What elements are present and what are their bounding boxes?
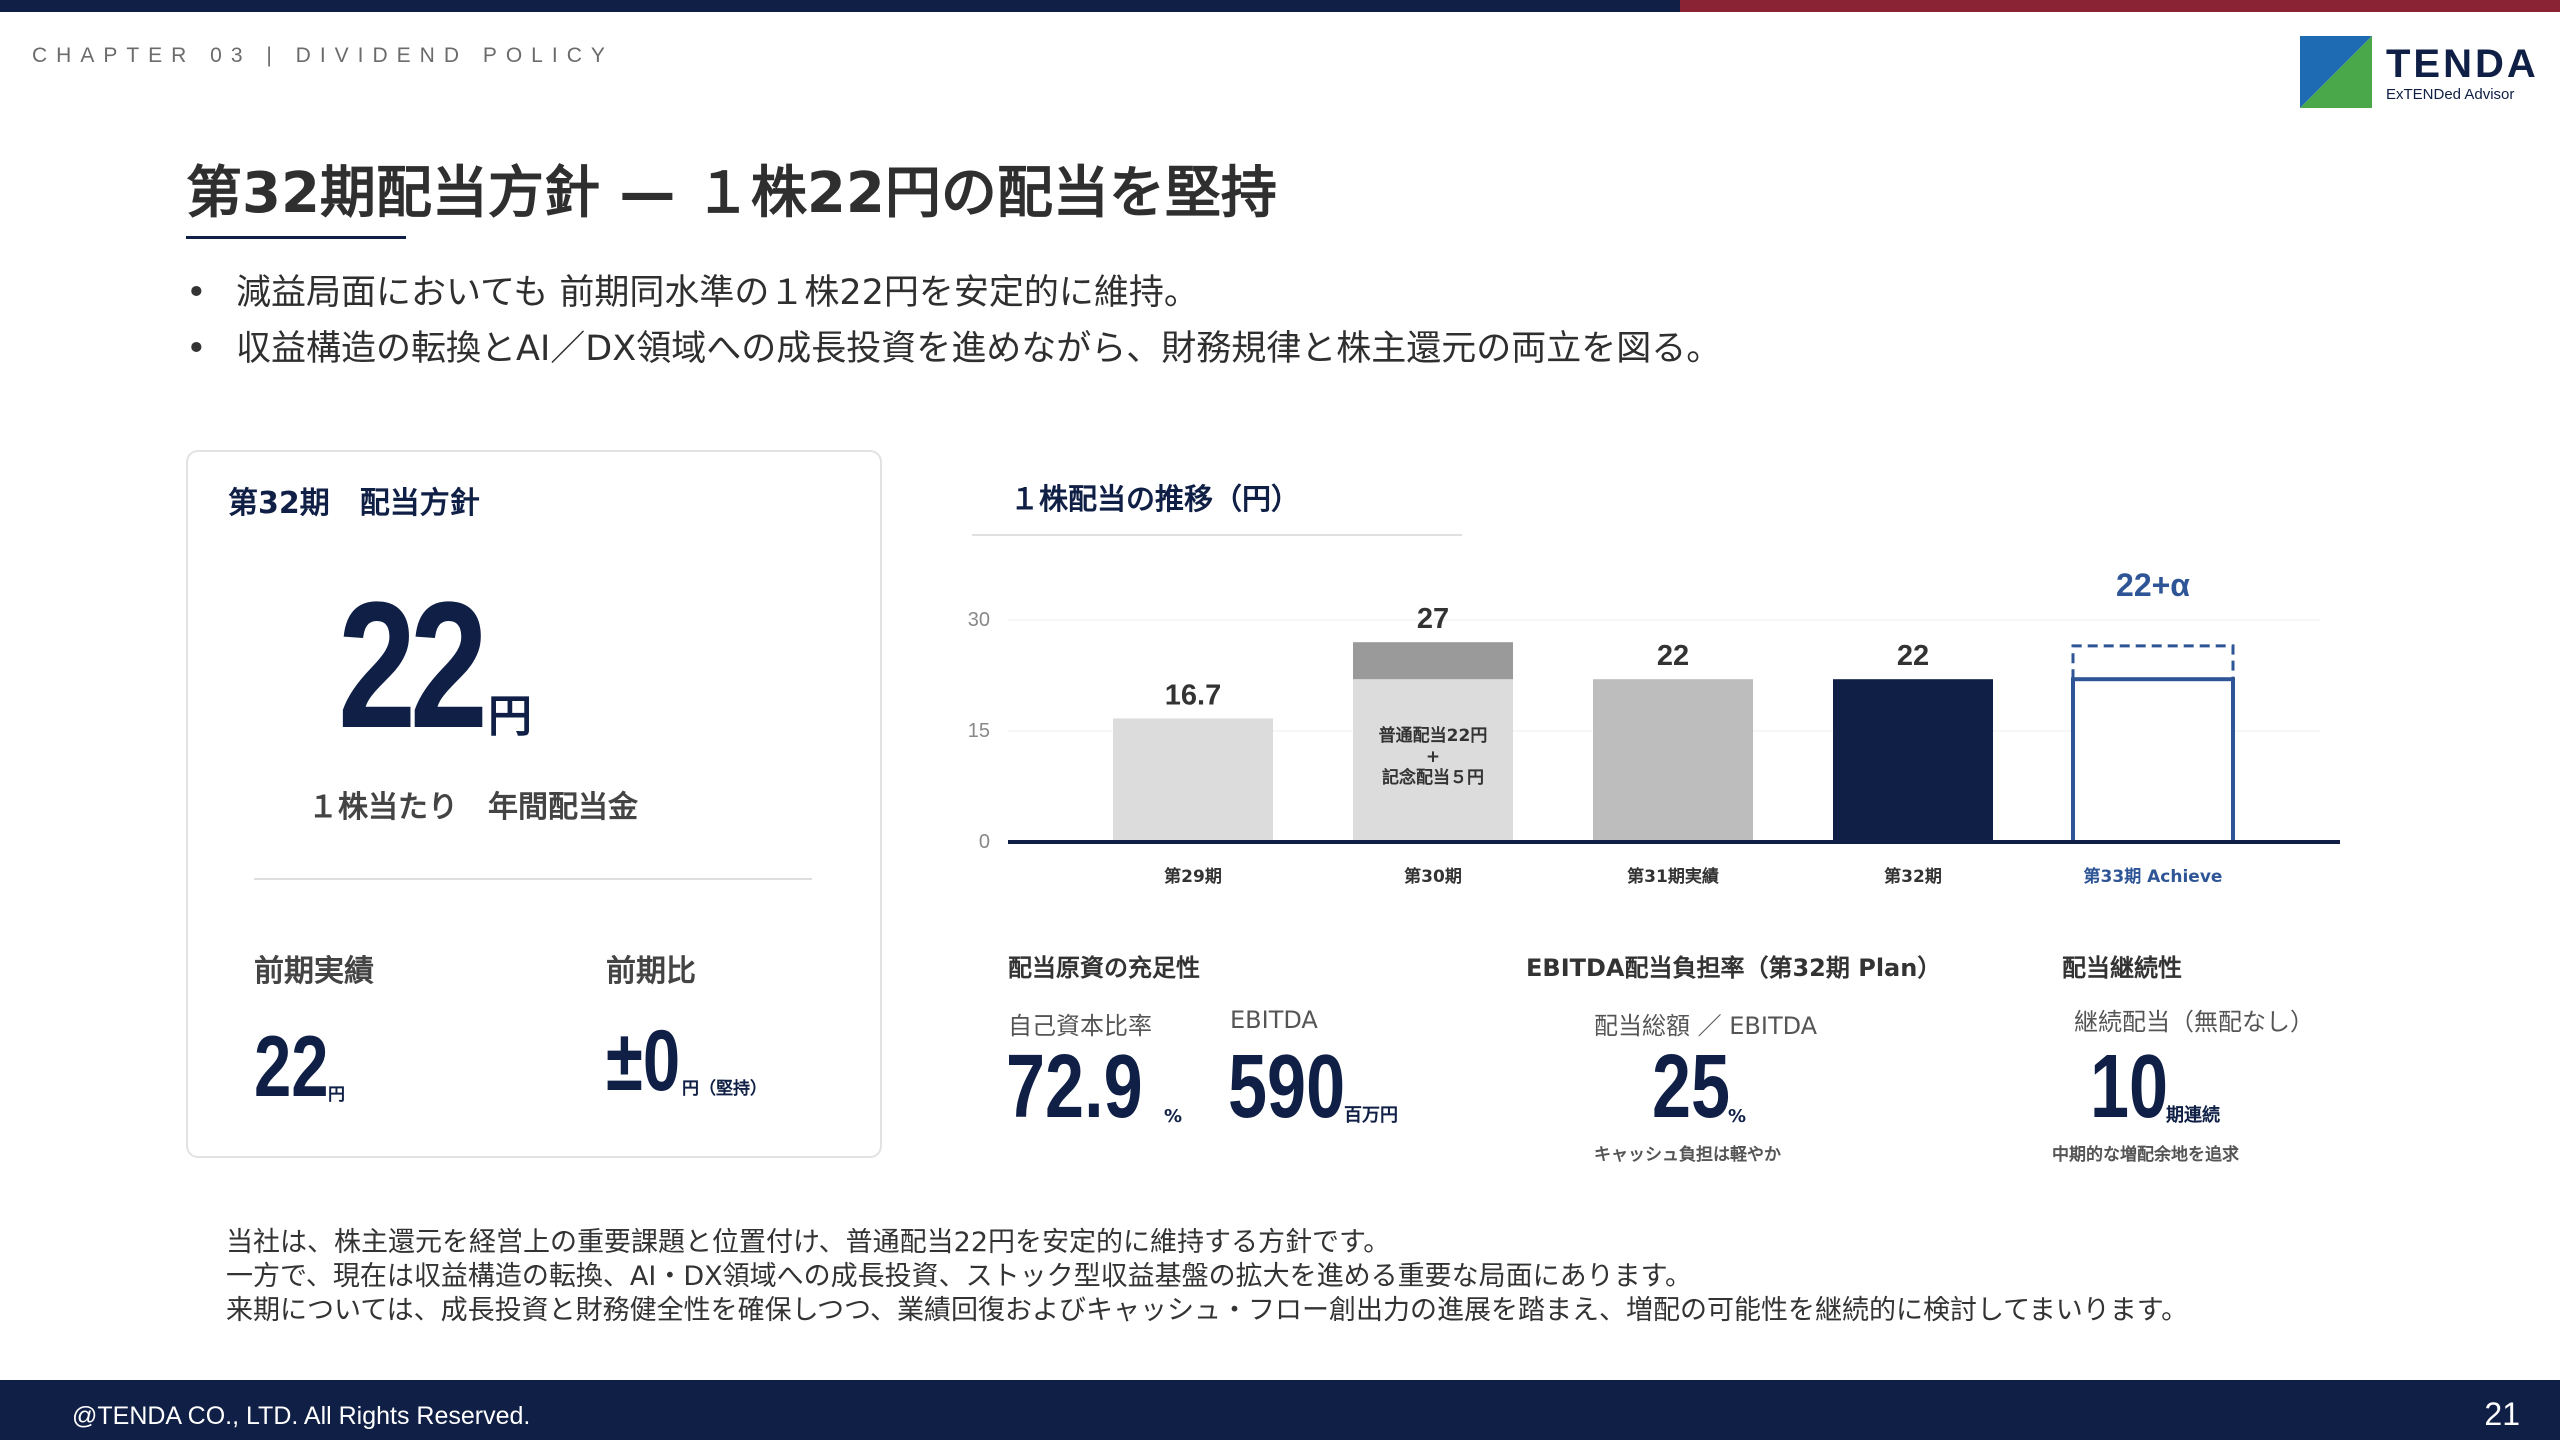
- company-logo: TENDA ExTENDed Advisor: [2300, 36, 2540, 108]
- x-tick-label: 第33期 Achieve: [2084, 866, 2223, 887]
- burden-label: 配当総額 ／ EBITDA: [1594, 1012, 1818, 1040]
- bar: [1113, 718, 1273, 842]
- logo-tagline: ExTENDed Advisor: [2386, 86, 2515, 103]
- yoy-label: 前期比: [606, 954, 696, 989]
- stack-annotation: 記念配当５円: [1382, 767, 1484, 788]
- bar: [1833, 679, 1993, 842]
- burden-number: 25: [1652, 1037, 1731, 1137]
- yoy-value: ±0 円（堅持）: [606, 1012, 767, 1111]
- page-title: 第32期配当方針 — １株22円の配当を堅持: [186, 161, 1277, 226]
- chart-title: １株配当の推移（円）: [1010, 482, 1301, 516]
- bar: [1593, 679, 1753, 842]
- dividend-policy-card: 第32期 配当方針 22 円 １株当たり 年間配当金 前期実績 22 円 前期比…: [186, 450, 882, 1158]
- key-points-list: 減益局面においても 前期同水準の１株22円を安定的に維持。 収益構造の転換とAI…: [186, 268, 1721, 380]
- policy-card-title: 第32期 配当方針: [228, 486, 480, 521]
- continuity-label: 継続配当（無配なし）: [2074, 1008, 2314, 1036]
- bar-value-label: 22+α: [2116, 567, 2190, 603]
- prev-result-number: 22: [254, 1019, 329, 1115]
- copyright-text: @TENDA CO., LTD. All Rights Reserved.: [72, 1402, 531, 1430]
- annual-dividend-amount: 22 円: [338, 562, 532, 769]
- bar-stack-segment: [1353, 642, 1513, 680]
- continuity-value: 10 期連続: [2090, 1036, 2220, 1139]
- logo-name: TENDA: [2386, 42, 2539, 86]
- page-number: 21: [2484, 1396, 2520, 1432]
- capacity-heading: 配当原資の充足性: [1008, 954, 1200, 982]
- equity-ratio-number: 72.9: [1006, 1037, 1143, 1137]
- bar-target: [2071, 677, 2235, 844]
- key-point: 減益局面においても 前期同水準の１株22円を安定的に維持。: [186, 268, 1721, 324]
- prev-result-value: 22 円: [254, 1018, 350, 1117]
- title-underline: [186, 236, 406, 239]
- ebitda-value: 590 百万円: [1228, 1036, 1398, 1139]
- statement-line: 当社は、株主還元を経営上の重要課題と位置付け、普通配当22円を安定的に維持する方…: [226, 1227, 1391, 1258]
- bar-value-label: 22: [1897, 640, 1929, 672]
- dividend-trend-chart: 0 15 30 16.7 第29期 普通配当22円+記念配当５円 27 第30期 22 第31期実…: [968, 567, 2340, 887]
- stack-annotation: 普通配当22円: [1379, 725, 1488, 746]
- y-tick-label: 30: [968, 609, 990, 631]
- footer-bar: @TENDA CO., LTD. All Rights Reserved. 21: [0, 1380, 2560, 1440]
- equity-ratio-label: 自己資本比率: [1008, 1012, 1152, 1040]
- x-tick-label: 第32期: [1884, 866, 1942, 887]
- chart-title-underline: [972, 534, 1462, 536]
- annual-dividend-caption: １株当たり 年間配当金: [308, 790, 638, 825]
- ebitda-unit: 百万円: [1344, 1105, 1398, 1126]
- yoy-number: ±0: [606, 1013, 681, 1109]
- top-accent-red: [1680, 0, 2560, 12]
- card-divider: [254, 878, 812, 880]
- continuity-heading: 配当継続性: [2062, 954, 2182, 982]
- burden-value: 25 %: [1652, 1036, 1752, 1139]
- stack-annotation: +: [1426, 747, 1440, 767]
- equity-ratio-value: 72.9 %: [1006, 1036, 1183, 1139]
- continuity-number: 10: [2090, 1037, 2169, 1137]
- x-tick-label: 第30期: [1404, 866, 1462, 887]
- bar-value-label: 27: [1417, 603, 1449, 635]
- statement-line: 来期については、成長投資と財務健全性を確保しつつ、業績回復およびキャッシュ・フロ…: [226, 1295, 2189, 1326]
- x-tick-label: 第29期: [1164, 866, 1222, 887]
- burden-note: キャッシュ負担は軽やか: [1594, 1145, 1781, 1165]
- prev-result-unit: 円: [328, 1085, 345, 1105]
- continuity-note: 中期的な増配余地を追求: [2052, 1145, 2239, 1165]
- bar-target-upside: [2071, 644, 2235, 680]
- annual-dividend-value: 22: [338, 565, 488, 766]
- tenda-logo-icon: [2300, 36, 2372, 108]
- top-accent-navy: [0, 0, 1680, 12]
- bar-value-label: 22: [1657, 640, 1689, 672]
- chapter-label: CHAPTER 03 | DIVIDEND POLICY: [32, 44, 614, 67]
- ebitda-label: EBITDA: [1230, 1006, 1318, 1034]
- yoy-unit: 円（堅持）: [682, 1079, 767, 1099]
- key-point: 収益構造の転換とAI／DX領域への成長投資を進めながら、財務規律と株主還元の両立…: [186, 324, 1721, 380]
- top-accent-bar: [0, 0, 2560, 12]
- equity-ratio-unit: %: [1164, 1106, 1183, 1127]
- policy-statement: 当社は、株主還元を経営上の重要課題と位置付け、普通配当22円を安定的に維持する方…: [226, 1226, 2188, 1328]
- ebitda-number: 590: [1228, 1037, 1346, 1137]
- continuity-unit: 期連続: [2166, 1105, 2220, 1126]
- burden-heading: EBITDA配当負担率（第32期 Plan）: [1526, 954, 1942, 982]
- y-tick-label: 0: [979, 831, 990, 853]
- annual-dividend-unit: 円: [488, 691, 532, 742]
- prev-result-label: 前期実績: [254, 954, 374, 989]
- bar-value-label: 16.7: [1165, 679, 1221, 711]
- bar-base-segment: [1353, 679, 1513, 842]
- burden-unit: %: [1728, 1106, 1747, 1127]
- statement-line: 一方で、現在は収益構造の転換、AI・DX領域への成長投資、ストック型収益基盤の拡…: [226, 1261, 1692, 1292]
- x-tick-label: 第31期実績: [1627, 866, 1719, 887]
- y-tick-label: 15: [968, 720, 990, 742]
